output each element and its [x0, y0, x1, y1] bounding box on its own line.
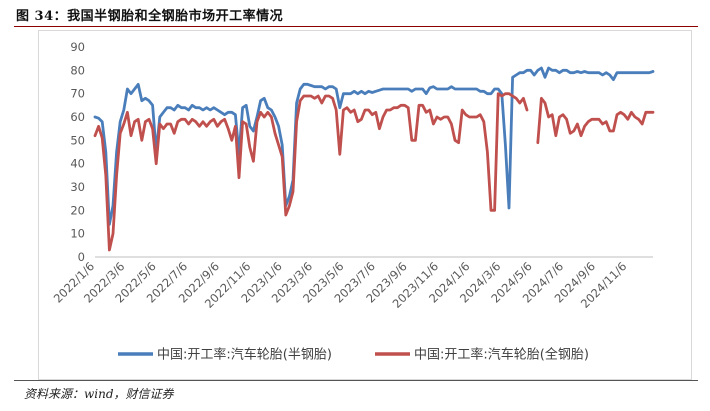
y-tick-label: 30	[70, 180, 85, 194]
series-lines	[93, 66, 655, 252]
series-line-2	[93, 92, 655, 252]
y-tick-label: 70	[70, 87, 85, 101]
y-tick-label: 60	[70, 110, 85, 124]
y-tick-label: 20	[70, 203, 85, 217]
figure-title: 图 34：我国半钢胎和全钢胎市场开工率情况	[16, 9, 284, 24]
legend-label-series2: 中国:开工率:汽车轮胎(全钢胎)	[414, 347, 589, 363]
y-tick-label: 80	[70, 63, 85, 77]
y-tick-label: 40	[70, 157, 85, 171]
chart-frame: 0 10 20 30 40 50 60 70 80 90 2022/1/6 2022/3/6 2022…	[38, 30, 692, 380]
y-axis: 0 10 20 30 40 50 60 70 80 90	[70, 40, 85, 264]
legend: 中国:开工率:汽车轮胎(半钢胎) 中国:开工率:汽车轮胎(全钢胎)	[118, 347, 589, 363]
y-tick-label: 0	[78, 250, 85, 264]
y-tick-label: 90	[70, 40, 85, 54]
title-rule	[14, 26, 698, 27]
source-rule	[14, 380, 698, 381]
series-line-1	[93, 66, 655, 226]
y-tick-label: 10	[70, 227, 85, 241]
y-tick-label: 50	[70, 133, 85, 147]
legend-label-series1: 中国:开工率:汽车轮胎(半钢胎)	[157, 347, 332, 363]
source-note: 资料来源：wind，财信证券	[24, 387, 174, 401]
x-axis: 2022/1/62022/3/62022/5/62022/7/62022/9/6…	[51, 256, 653, 311]
line-chart: 0 10 20 30 40 50 60 70 80 90 2022/1/62022/3/62022…	[51, 40, 655, 363]
